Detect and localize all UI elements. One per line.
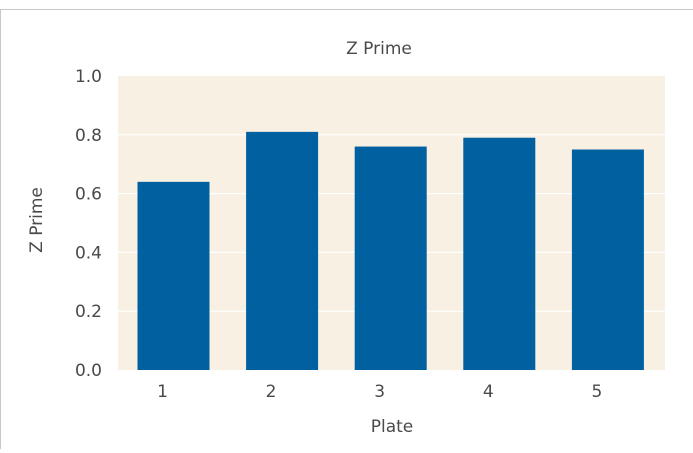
bar-plate-3 [354,146,427,370]
y-tick-label: 0.8 [75,126,102,146]
bar-plate-4 [463,137,536,370]
bar-plate-2 [246,131,319,370]
y-tick-label: 0.2 [75,302,102,322]
chart-title: Z Prime [346,39,412,59]
y-axis-label: Z Prime [27,187,47,253]
bars [137,131,644,370]
bar-plate-5 [571,149,644,370]
x-axis-ticks: 1 2 3 4 5 [157,382,602,402]
x-tick-label: 2 [266,382,277,402]
x-tick-label: 4 [483,382,494,402]
x-axis-label: Plate [371,417,414,437]
x-tick-label: 5 [591,382,602,402]
y-tick-label: 0.0 [75,361,102,381]
y-tick-label: 0.4 [75,243,102,263]
y-tick-label: 1.0 [75,67,102,87]
x-tick-label: 3 [374,382,385,402]
y-axis-ticks: 0.0 0.2 0.4 0.6 0.8 1.0 [75,67,102,381]
bar-plate-1 [137,181,210,370]
y-tick-label: 0.6 [75,185,102,205]
x-tick-label: 1 [157,382,168,402]
